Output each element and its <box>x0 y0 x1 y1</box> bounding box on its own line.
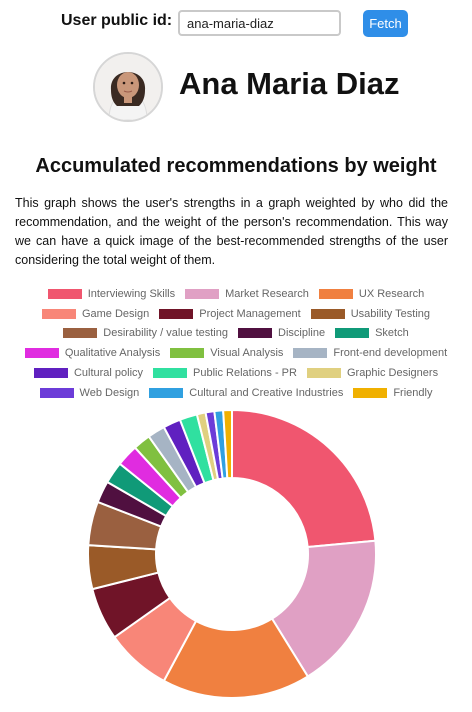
legend-item[interactable]: Discipline <box>238 327 325 339</box>
legend-label: Game Design <box>81 307 150 320</box>
legend-item[interactable]: Cultural policy <box>33 367 144 380</box>
legend-swatch <box>33 368 68 379</box>
legend-item[interactable]: Qualitative Analysis <box>24 347 161 360</box>
avatar <box>93 52 163 122</box>
legend-swatch <box>47 288 82 299</box>
legend-item[interactable]: Visual Analysis <box>170 347 283 359</box>
legend-label: Project Management <box>199 307 301 320</box>
legend-row: Game Design Project Management Usability T… <box>10 304 462 324</box>
legend-item[interactable]: UX Research <box>318 287 425 300</box>
legend-swatch <box>318 288 353 299</box>
chart-legend: Interviewing Skills Market Research UX Res… <box>10 284 462 403</box>
fetch-button[interactable]: Fetch <box>363 10 408 37</box>
legend-swatch <box>63 328 98 339</box>
legend-item[interactable]: Web Design <box>39 386 140 399</box>
legend-item[interactable]: Graphic Designers <box>306 367 439 380</box>
legend-item[interactable]: Interviewing Skills <box>47 287 176 300</box>
legend-item[interactable]: Front-end development <box>293 347 447 359</box>
legend-row: Interviewing Skills Market Research UX Res… <box>10 284 462 304</box>
legend-swatch <box>39 387 74 398</box>
legend-swatch <box>306 368 341 379</box>
legend-item[interactable]: Usability Testing <box>310 307 431 320</box>
legend-label: Qualitative Analysis <box>64 347 161 360</box>
legend-swatch <box>310 308 345 319</box>
legend-label: Cultural and Creative Industries <box>189 386 344 399</box>
chart-description: This graph shows the user's strengths in… <box>15 196 448 267</box>
legend-item[interactable]: Desirability / value testing <box>63 327 228 339</box>
avatar-portrait-icon <box>95 54 161 120</box>
legend-item[interactable]: Project Management <box>159 308 301 320</box>
legend-row: Desirability / value testing Discipline Sk… <box>10 324 462 344</box>
legend-swatch <box>149 387 184 398</box>
legend-swatch <box>293 348 328 359</box>
legend-item[interactable]: Friendly <box>353 387 432 399</box>
legend-label: Graphic Designers <box>346 367 439 380</box>
fetch-bar: User public id: Fetch <box>0 0 472 48</box>
legend-label: Market Research <box>225 287 309 300</box>
legend-label: Sketch <box>375 327 409 340</box>
legend-row: Web Design Cultural and Creative Industri… <box>10 383 462 403</box>
legend-swatch <box>41 308 76 319</box>
legend-label: Web Design <box>79 386 140 399</box>
legend-item[interactable]: Public Relations - PR <box>153 367 297 379</box>
user-name: Ana Maria Diaz <box>179 66 400 101</box>
donut-slice[interactable] <box>162 617 310 699</box>
user-id-input[interactable] <box>178 10 341 36</box>
legend-label: Usability Testing <box>350 307 431 320</box>
legend-item[interactable]: Sketch <box>335 327 409 339</box>
legend-swatch <box>335 328 370 339</box>
legend-label: Friendly <box>393 386 433 399</box>
legend-label: UX Research <box>358 287 425 300</box>
legend-swatch <box>185 288 220 299</box>
legend-swatch <box>353 387 388 398</box>
user-id-label: User public id: <box>61 12 173 29</box>
donut-chart <box>87 408 377 699</box>
legend-label: Discipline <box>278 327 326 340</box>
legend-label: Interviewing Skills <box>87 287 176 300</box>
legend-swatch <box>238 328 272 339</box>
legend-swatch <box>153 368 188 379</box>
legend-label: Cultural policy <box>73 367 144 380</box>
legend-row: Qualitative Analysis Visual Analysis Front… <box>10 343 462 363</box>
legend-swatch <box>24 348 59 359</box>
legend-label: Front-end development <box>333 347 448 360</box>
legend-item[interactable]: Market Research <box>185 288 309 300</box>
legend-item[interactable]: Game Design <box>41 307 150 320</box>
legend-swatch <box>170 348 205 359</box>
legend-label: Visual Analysis <box>210 347 284 360</box>
legend-label: Public Relations - PR <box>193 367 297 380</box>
donut-slice[interactable] <box>231 408 377 549</box>
donut-slice[interactable] <box>222 408 233 480</box>
legend-label: Desirability / value testing <box>103 327 228 340</box>
section-title: Accumulated recommendations by weight <box>35 155 437 177</box>
legend-row: Cultural policy Public Relations - PR Grap… <box>10 363 462 383</box>
legend-item[interactable]: Cultural and Creative Industries <box>149 387 343 399</box>
legend-swatch <box>159 308 194 319</box>
